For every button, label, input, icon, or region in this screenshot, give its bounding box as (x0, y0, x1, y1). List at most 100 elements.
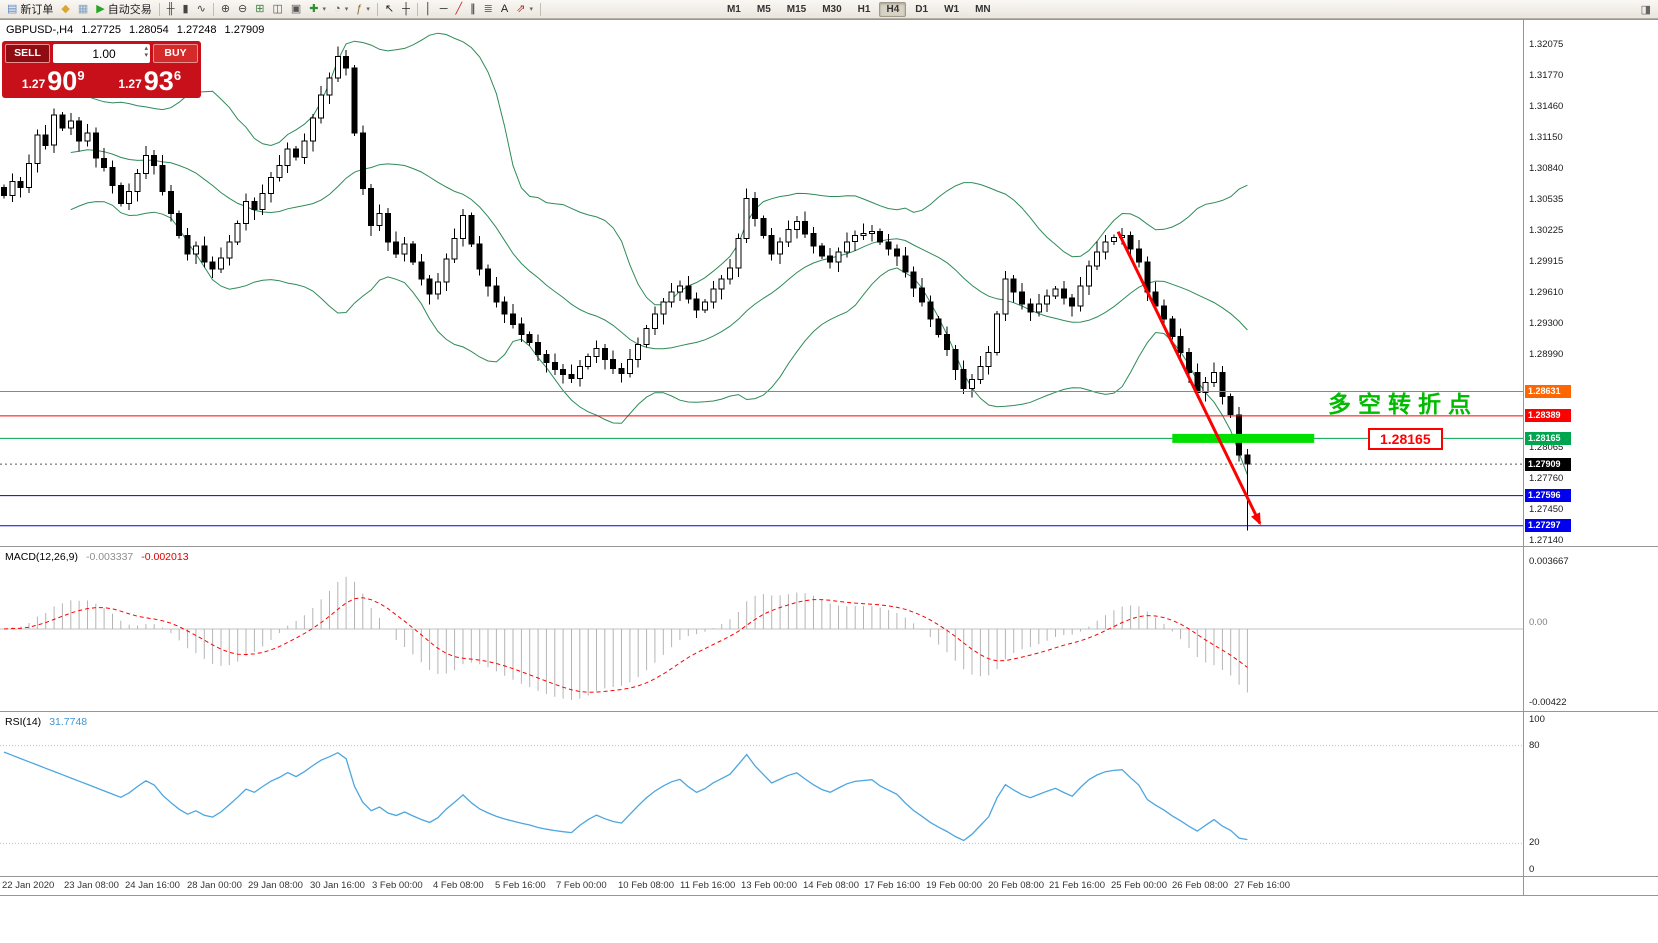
dropdown-arrow-icon: ▾ (366, 6, 370, 13)
line-chart-mode-icon: ∿ (196, 2, 206, 15)
timeframe-w1-button[interactable]: W1 (944, 3, 960, 15)
timeframe-m30-button[interactable]: M30 (822, 3, 842, 15)
price-axis-label: 1.28065 (1529, 442, 1564, 453)
macd-name: MACD(12,26,9) (5, 551, 78, 563)
horizontal-level-lines[interactable] (0, 391, 1523, 527)
timeframe-d1-button[interactable]: D1 (915, 3, 929, 15)
indicators-button[interactable]: ƒ ▾ (352, 1, 374, 18)
vertical-line-icon: │ (424, 2, 432, 15)
spin-up-icon[interactable]: ▴ (144, 45, 148, 52)
support-highlight-bar[interactable] (1172, 433, 1315, 443)
price-level-chip: 1.27596 (1525, 489, 1571, 502)
sell-button[interactable]: SELL (5, 44, 50, 63)
arrows-tool-button[interactable]: ⇗ ▾ (512, 1, 537, 18)
price-level-chip: 1.27909 (1525, 458, 1571, 471)
auto-trading-button-label: 自动交易 (107, 4, 152, 16)
price-axis-label: 1.29300 (1529, 318, 1564, 329)
crosshair-button[interactable]: ┼ (398, 1, 414, 18)
line-chart-mode-button[interactable]: ∿ (193, 1, 210, 18)
turning-point-annotation[interactable]: 多空转折点 (1328, 391, 1478, 417)
spin-down-icon[interactable]: ▾ (144, 52, 148, 59)
price-axis-label: 1.30225 (1529, 225, 1564, 236)
new-order-icon: ▤ (7, 2, 18, 15)
symbols-button[interactable]: ◆ (57, 1, 73, 18)
zoom-in-button[interactable]: ⊕ (217, 1, 234, 18)
timeframe-mn-button[interactable]: MN (975, 3, 991, 15)
channel-button[interactable]: ∥ (466, 1, 480, 18)
auto-trading-icon: ▶ (96, 2, 105, 15)
rsi-panel (0, 745, 1523, 844)
time-axis-label: 25 Feb 00:00 (1111, 880, 1167, 891)
macd-signal-value: -0.002013 (141, 551, 189, 563)
trendline-icon: ╱ (455, 2, 463, 15)
dropdown-arrow-icon: ▾ (344, 6, 349, 13)
ohlc-open: 1.27725 (81, 24, 122, 36)
price-axis-label: 1.27760 (1529, 473, 1564, 484)
timeframe-h4-button[interactable]: H4 (879, 1, 907, 17)
timeframe-m15-button[interactable]: M15 (786, 3, 807, 15)
price-axis-label: 1.27140 (1529, 535, 1564, 546)
price-axis-label: 1.31770 (1529, 70, 1564, 81)
timeframe-m5-button[interactable]: M5 (756, 3, 771, 15)
crosshair-icon: ┼ (402, 2, 410, 15)
price-level-chip: 1.27297 (1525, 519, 1571, 532)
price-level-chip: 1.28631 (1525, 385, 1571, 398)
down-trend-arrow[interactable] (1116, 231, 1262, 526)
price-level-tag[interactable]: 1.28165 (1368, 428, 1443, 450)
price-axis-label: 1.29915 (1529, 256, 1564, 267)
vertical-line-button[interactable]: │ (421, 1, 436, 18)
timeframe-m1-button[interactable]: M1 (726, 3, 741, 15)
symbols-icon: ◆ (61, 2, 70, 15)
fibonacci-button[interactable]: ≣ (480, 1, 497, 18)
new-chart-button[interactable]: ✚ ▾ (305, 1, 330, 18)
macd-axis-zero: 0.00 (1529, 617, 1548, 628)
time-axis-label: 26 Feb 08:00 (1172, 880, 1228, 891)
time-axis-label: 24 Jan 16:00 (125, 880, 180, 891)
indicators-icon: ƒ (356, 2, 363, 15)
rsi-axis-label: 100 (1529, 714, 1545, 725)
buy-button[interactable]: BUY (153, 44, 198, 63)
rsi-axis-label: 20 (1529, 837, 1540, 848)
bar-chart-mode-icon: ╫ (166, 2, 175, 15)
toolbar-separator (376, 2, 378, 16)
cascade-windows-button[interactable]: ◫ (268, 1, 286, 18)
horizontal-line-button[interactable]: ─ (436, 1, 452, 18)
toolbar-overflow-button[interactable]: ◨ (1640, 3, 1651, 16)
volume-input[interactable]: 1.00 ▴ ▾ (53, 44, 150, 63)
toolbar-separator (212, 2, 214, 16)
time-axis-label: 27 Feb 16:00 (1234, 880, 1290, 891)
rsi-name: RSI(14) (5, 716, 42, 728)
dropdown-arrow-icon: ▾ (322, 6, 327, 13)
auto-trading-button[interactable]: ▶ 自动交易 (92, 1, 155, 18)
volume-spinner[interactable]: ▴ ▾ (144, 45, 148, 59)
timeframe-h1-button[interactable]: H1 (857, 3, 871, 15)
time-axis-label: 5 Feb 16:00 (495, 880, 546, 891)
price-axis-label: 1.31460 (1529, 101, 1564, 112)
candlestick-mode-button[interactable]: ▮ (179, 1, 193, 18)
text-label-button[interactable]: A (497, 1, 512, 18)
new-order-button[interactable]: ▤ 新订单 (3, 1, 57, 18)
tile-windows-button[interactable]: ⊞ (251, 1, 268, 18)
toolbar-separator (539, 2, 541, 16)
cursor-button[interactable]: ↖ (381, 1, 398, 18)
time-axis-label: 7 Feb 00:00 (556, 880, 607, 891)
time-axis-label: 14 Feb 08:00 (803, 880, 859, 891)
time-axis-label: 17 Feb 16:00 (864, 880, 920, 891)
auto-arrange-button[interactable]: ▣ (287, 1, 305, 18)
macd-main-value: -0.003337 (85, 551, 134, 563)
bar-chart-mode-button[interactable]: ╫ (163, 1, 179, 18)
price-axis-label: 1.29610 (1529, 287, 1564, 298)
time-axis-label: 28 Jan 00:00 (187, 880, 242, 891)
time-axis-label: 13 Feb 00:00 (741, 880, 797, 891)
zoom-out-button[interactable]: ⊖ (234, 1, 251, 18)
profiles-button[interactable]: ◔ ▾ (330, 1, 352, 18)
toolbar: ▤ 新订单 ◆ ▦ ▶ 自动交易 ╫ ▮ ∿ ⊕ ⊖ ⊞ ◫ ▣ ✚ ▾ ◔ ▾ ƒ ▾ ↖ ┼ │ ─ ╱ ∥ ≣ A ⇗ ▾ M1 M5 M… (0, 0, 1658, 19)
trendline-button[interactable]: ╱ (452, 1, 467, 18)
ask-price[interactable]: 1.27 93 6 (118, 66, 182, 96)
cursor-icon: ↖ (384, 2, 395, 15)
time-axis-label: 21 Feb 16:00 (1049, 880, 1105, 891)
bid-price[interactable]: 1.27 90 9 (21, 66, 85, 96)
market-watch-button[interactable]: ▦ (74, 1, 92, 18)
time-axis-label: 19 Feb 00:00 (926, 880, 982, 891)
